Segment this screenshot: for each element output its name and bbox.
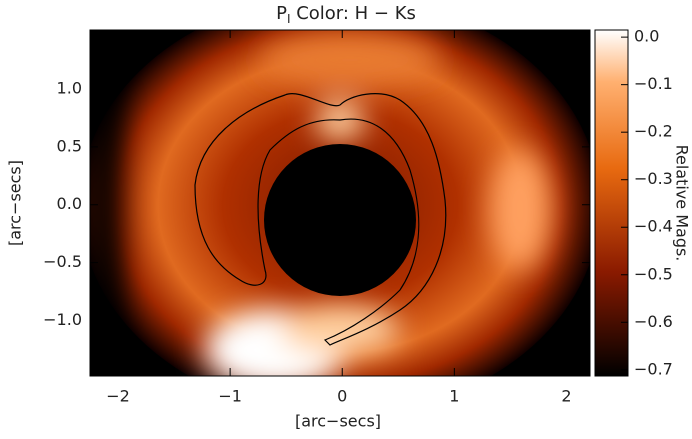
colorbar-tick-label: −0.2: [634, 122, 673, 141]
y-tick-label: 0.5: [57, 136, 82, 155]
colorbar-tick-label: −0.3: [634, 169, 673, 188]
plot-frame: [89, 29, 591, 377]
colorbar-tick-label: −0.6: [634, 312, 673, 331]
y-tick-label: 1.0: [57, 79, 82, 98]
title-rest: Color: H − Ks: [290, 3, 415, 24]
colorbar-tick-label: 0.0: [634, 27, 659, 46]
colorbar-tick-label: −0.1: [634, 74, 673, 93]
colorbar-tick-label: −0.5: [634, 264, 673, 283]
colorbar-label: Relative Mags.: [673, 145, 692, 262]
colorbar-tick-label: −0.7: [634, 359, 673, 378]
chart-title: PI Color: H − Ks: [276, 3, 416, 26]
x-tick-label: 2: [561, 387, 571, 406]
x-tick-label: −2: [106, 387, 130, 406]
x-axis-label: [arc−secs]: [295, 412, 381, 431]
heatmap-image: [90, 30, 590, 376]
x-tick-label: 1: [449, 387, 459, 406]
x-tick-label: 0: [337, 387, 347, 406]
title-subscript: I: [287, 12, 291, 26]
colorbar-tick-label: −0.4: [634, 217, 673, 236]
y-tick-label: −1.0: [43, 310, 82, 329]
title-main: P: [276, 3, 287, 24]
y-tick-label: −0.5: [43, 252, 82, 271]
x-tick-label: −1: [218, 387, 242, 406]
y-tick-label: 0.0: [57, 194, 82, 213]
y-axis-label: [arc−secs]: [6, 160, 25, 246]
colorbar: [594, 29, 629, 377]
